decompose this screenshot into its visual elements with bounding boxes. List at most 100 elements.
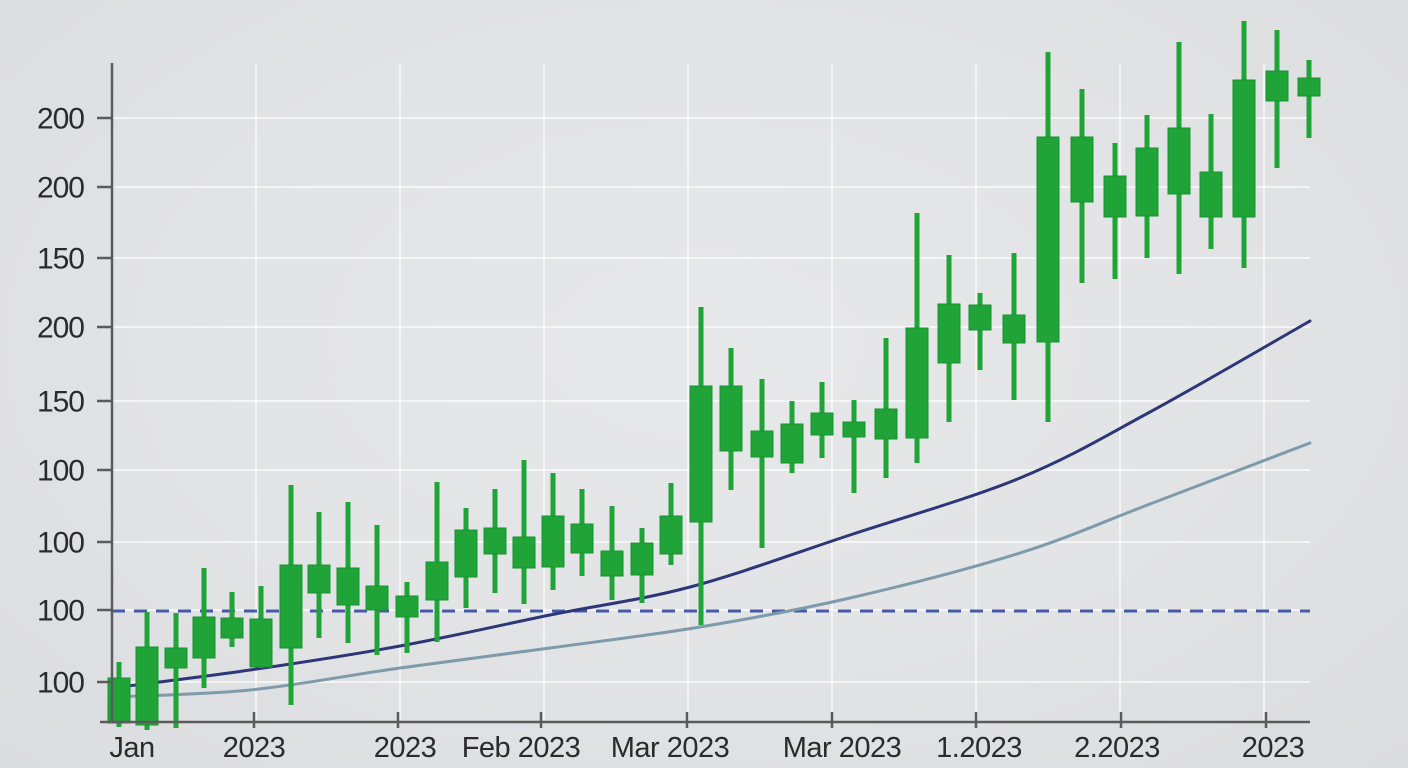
candle <box>1070 89 1094 283</box>
candle-body <box>425 561 449 601</box>
candle-body <box>1199 171 1223 218</box>
candle-body <box>336 567 360 606</box>
y-tick-label: 100 <box>37 595 84 628</box>
candle-body <box>220 617 244 639</box>
candle <box>307 512 331 638</box>
candle-body <box>1070 136 1094 203</box>
candle-body <box>164 647 188 669</box>
candle <box>1167 42 1191 274</box>
candle-body <box>750 430 774 458</box>
candle-body <box>249 618 273 668</box>
candle <box>689 307 713 625</box>
y-tick-label: 100 <box>37 455 84 488</box>
candle <box>750 379 774 548</box>
candle <box>365 525 389 655</box>
candle-body <box>842 421 866 438</box>
candle-body <box>630 542 654 576</box>
x-tick-label: 2023 <box>374 732 437 764</box>
candle <box>454 508 478 608</box>
x-tick-label: Mar 2023 <box>611 732 730 764</box>
candle-body <box>905 327 929 439</box>
x-tick-label: 2023 <box>223 732 286 764</box>
candle-body <box>659 515 683 555</box>
candle <box>842 400 866 493</box>
x-tick-label: Mar 2023 <box>783 732 902 764</box>
y-tick-label: 150 <box>37 386 84 419</box>
candle <box>659 483 683 565</box>
candle-body <box>1103 175 1127 218</box>
x-tick-label: Jan <box>109 732 154 764</box>
candle-body <box>1297 77 1321 97</box>
candle-body <box>570 523 594 554</box>
candle-body <box>279 564 303 649</box>
candle <box>192 568 216 688</box>
candle <box>937 255 961 422</box>
candle-body <box>1135 147 1159 217</box>
candle-body <box>874 408 898 440</box>
candle-body <box>512 536 536 569</box>
candle <box>1232 21 1256 268</box>
candle <box>164 613 188 728</box>
candle <box>810 382 834 458</box>
candle <box>600 506 624 600</box>
candle <box>780 401 804 473</box>
x-tick-label: 2023 <box>1242 732 1305 764</box>
candle <box>1135 115 1159 258</box>
candle-body <box>1002 314 1026 344</box>
candle <box>425 482 449 642</box>
candle-body <box>810 412 834 436</box>
y-tick-label: 100 <box>37 667 84 700</box>
candle-body <box>719 385 743 452</box>
candle <box>1002 253 1026 400</box>
candle <box>1265 30 1289 168</box>
x-tick-label: 2.2023 <box>1074 732 1160 764</box>
candle-body <box>1265 70 1289 102</box>
candle-body <box>1232 79 1256 218</box>
trend-line-light <box>110 441 1312 699</box>
y-tick-label: 200 <box>37 312 84 345</box>
candle-body <box>1167 127 1191 195</box>
candle <box>874 338 898 478</box>
candle-body <box>135 646 159 726</box>
candle-body <box>483 527 507 555</box>
candle-body <box>541 515 565 568</box>
candle <box>512 460 536 604</box>
candle-body <box>192 616 216 659</box>
candle <box>483 489 507 593</box>
candle-body <box>600 550 624 577</box>
candle <box>570 489 594 576</box>
x-tick-label: 1.2023 <box>936 732 1022 764</box>
candle <box>336 502 360 643</box>
candle <box>107 662 131 727</box>
candle <box>249 586 273 668</box>
candle <box>1036 52 1060 422</box>
y-tick-label: 200 <box>37 103 84 136</box>
candle <box>719 348 743 490</box>
x-tick-label: Feb 2023 <box>462 732 581 764</box>
y-tick-label: 200 <box>37 172 84 205</box>
y-tick-label: 150 <box>37 243 84 276</box>
candle <box>905 213 929 463</box>
candle-body <box>689 385 713 523</box>
candle <box>541 473 565 590</box>
candle-body <box>365 585 389 611</box>
candle <box>135 612 159 730</box>
candle-body <box>454 529 478 578</box>
candle <box>1103 143 1127 279</box>
candle <box>1297 60 1321 138</box>
candle-body <box>780 423 804 464</box>
candle <box>1199 114 1223 249</box>
candle-body <box>395 595 419 618</box>
candle-body <box>307 564 331 594</box>
candle-body <box>968 304 992 331</box>
candle-body <box>1036 136 1060 343</box>
y-tick-label: 100 <box>37 527 84 560</box>
candle <box>968 293 992 370</box>
candle <box>220 592 244 647</box>
candle <box>395 582 419 653</box>
candle <box>630 528 654 603</box>
candle <box>279 485 303 705</box>
candle-body <box>937 303 961 364</box>
